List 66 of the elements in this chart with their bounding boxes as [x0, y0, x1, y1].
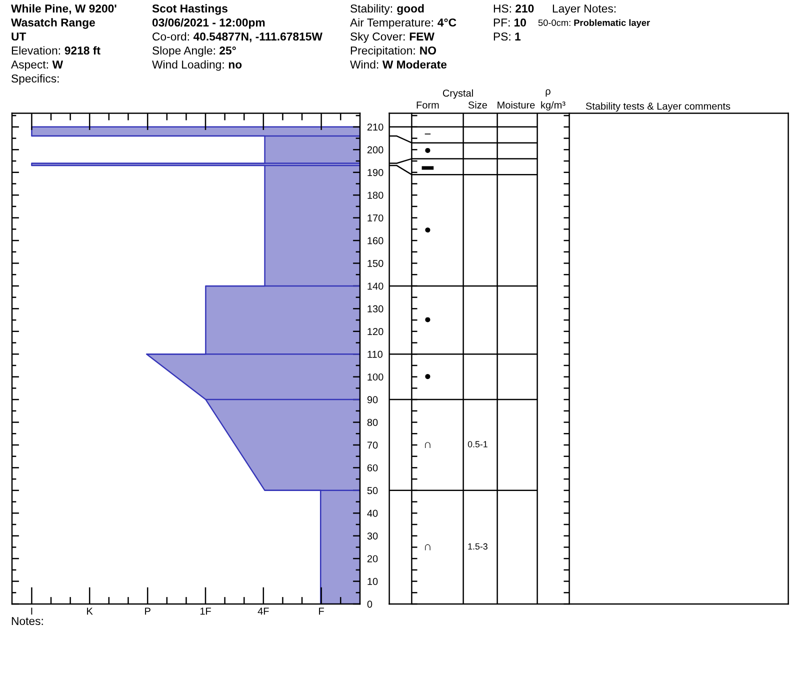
x-tick-label: Moisture — [498, 101, 535, 109]
text: Crystal — [442, 89, 473, 99]
y-tick-label: 50 — [367, 487, 378, 494]
text: P — [145, 608, 150, 615]
text: 1F — [200, 608, 211, 615]
annotation: ▬ — [422, 166, 434, 170]
text: Wasatch Range — [11, 18, 95, 29]
annotation: ∩ — [425, 442, 430, 448]
text: Notes: — [12, 617, 43, 626]
text: Aspect: W — [11, 60, 64, 71]
annotation: 0.5-1 — [468, 441, 488, 448]
y-tick-label: 140 — [368, 282, 384, 290]
text: 50-0cm: Problematic layer — [538, 19, 650, 28]
text: Precipitation: NO — [350, 46, 436, 57]
y-tick-label: 90 — [367, 396, 378, 404]
text: Stability: good — [350, 4, 424, 15]
text: PF: 10 — [494, 18, 526, 27]
text: Scot Hastings — [152, 4, 228, 15]
y-tick-label: 210 — [367, 124, 384, 131]
text: K — [87, 608, 93, 615]
y-tick-label: 70 — [367, 442, 378, 449]
y-tick-label: 180 — [368, 192, 384, 199]
text: 03/06/2021 - 12:00pm — [152, 18, 265, 29]
x-tick-label: Size — [468, 101, 487, 109]
text: While Pine, W 9200' — [11, 4, 116, 14]
annotation: 1.5-3 — [468, 543, 488, 550]
annotation: ● — [425, 227, 430, 233]
text: Air Temperature: 4°C — [350, 18, 456, 29]
y-tick-label: 40 — [367, 510, 378, 517]
text: Co-ord: 40.54877N, -111.67815W — [152, 32, 322, 42]
y-tick-label: 160 — [368, 237, 384, 244]
y-tick-label: 20 — [367, 555, 378, 562]
y-tick-label: 120 — [368, 328, 384, 336]
annotation: ● — [425, 148, 430, 154]
text: 4F — [258, 608, 269, 615]
text: Wind Loading: no — [152, 60, 242, 71]
text: I — [31, 608, 32, 615]
y-tick-label: 130 — [368, 305, 384, 312]
annotation: ● — [425, 317, 430, 322]
text: Stability tests & Layer comments — [586, 102, 730, 112]
annotation: ● — [425, 374, 430, 380]
y-tick-label: 110 — [368, 350, 382, 358]
text: UT — [12, 32, 26, 41]
text: HS: 210 — [494, 4, 534, 13]
text: Elevation: 9218 ft — [12, 46, 100, 55]
text: Sky Cover: FEW — [350, 32, 434, 43]
text: F — [319, 608, 324, 615]
y-tick-label: 170 — [368, 214, 384, 222]
y-tick-label: 60 — [367, 464, 378, 472]
text: Specifics: — [12, 74, 59, 85]
text: ρ — [546, 89, 550, 97]
y-tick-label: 30 — [367, 532, 378, 540]
text: Wind: W Moderate — [350, 60, 447, 69]
annotation: ∩ — [425, 544, 430, 550]
y-tick-label: 200 — [367, 146, 384, 154]
y-tick-label: 10 — [368, 578, 378, 586]
y-tick-label: 80 — [367, 418, 378, 426]
x-tick-label: kg/m³ — [541, 101, 566, 111]
y-tick-label: 150 — [368, 260, 384, 267]
text: Layer Notes: — [552, 4, 616, 15]
x-tick-label: Form — [416, 102, 439, 109]
text: PS: 1 — [494, 32, 521, 41]
y-tick-label: 190 — [368, 169, 384, 176]
y-tick-label: 100 — [368, 373, 384, 381]
y-tick-label: 0 — [367, 600, 372, 608]
text: Slope Angle: 25° — [152, 46, 236, 57]
